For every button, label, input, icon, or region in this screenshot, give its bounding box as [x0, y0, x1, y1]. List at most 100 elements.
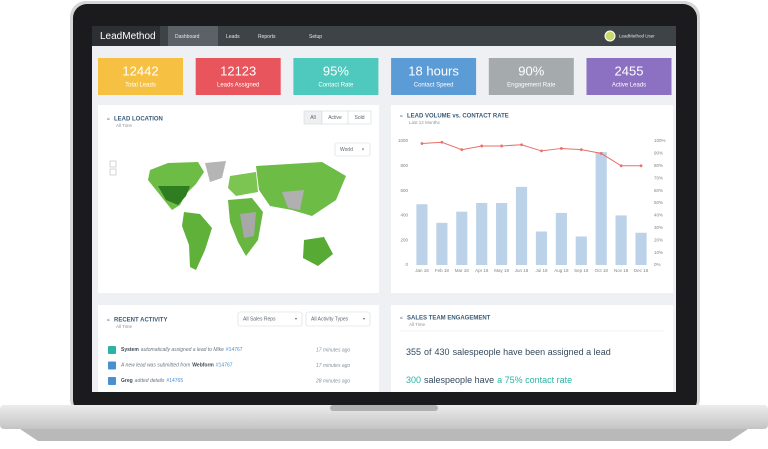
kpi-tile: [195, 58, 281, 95]
filter-button[interactable]: [347, 110, 372, 125]
bar: [535, 231, 548, 265]
activity-icon: [108, 346, 116, 354]
kpi-tile: [293, 58, 379, 95]
x-tick-label: Feb 18: [435, 268, 450, 273]
y2-tick-label: 40%: [654, 213, 663, 218]
activity-time: 17 minutes ago: [316, 363, 350, 369]
region[interactable]: World: [340, 147, 353, 153]
laptop-base: [0, 405, 768, 429]
bar: [575, 236, 587, 265]
line-point: [599, 152, 603, 155]
avatar[interactable]: [604, 30, 616, 42]
y-tick-label: 600: [400, 188, 408, 193]
x-tick-label: Aug 18: [554, 268, 569, 273]
icon: «: [400, 315, 403, 321]
region-shape: [228, 172, 258, 196]
kpi-value: 12442: [122, 63, 158, 78]
icon: «: [400, 113, 403, 119]
filter-label[interactable]: All: [310, 115, 316, 121]
y2-tick-label: 100%: [654, 138, 666, 143]
bar: [456, 211, 468, 265]
nav-active: [168, 26, 218, 46]
panel-title: SALES TEAM ENGAGEMENT: [407, 316, 491, 322]
line-point: [619, 164, 623, 168]
text: salespeople have: [424, 375, 494, 385]
engagement-line: 300 salespeople have a 75% contact rate: [406, 375, 572, 385]
line-point: [520, 143, 523, 147]
kpi-tile: [391, 58, 477, 95]
bar: [496, 203, 508, 265]
kpi-label: Contact Rate: [318, 83, 354, 89]
line-point: [639, 164, 643, 168]
world-map: [148, 161, 346, 270]
filter-label[interactable]: Sold: [354, 115, 364, 121]
panel-subtitle: All Time: [116, 324, 133, 329]
brand: LeadMethod: [100, 31, 156, 42]
activity-time: 28 minutes ago: [315, 378, 350, 384]
panel: [391, 105, 673, 293]
activity-text: Greg added details #14765: [121, 378, 183, 384]
y2-tick-label: 30%: [654, 225, 663, 230]
x-tick-label: Apr 18: [475, 268, 489, 273]
line-point: [440, 140, 444, 144]
activity-text: System automatically assigned a lead to M…: [121, 347, 243, 353]
activity-filter[interactable]: [237, 311, 303, 327]
bar: [416, 204, 428, 265]
x-tick-label: Oct 18: [595, 268, 609, 273]
y2-tick-label: 50%: [654, 200, 663, 205]
text: salespeople have been assigned a lead: [453, 347, 611, 357]
line-point: [460, 148, 464, 152]
nav-item[interactable]: Setup: [309, 34, 322, 40]
zoom-out[interactable]: [109, 168, 117, 176]
description: automatically assigned a lead to Mike: [141, 347, 224, 353]
icon: «: [107, 317, 110, 323]
nav-item[interactable]: Leads: [226, 34, 240, 40]
y-tick-label: 1000: [398, 138, 409, 143]
caret: ▾: [363, 316, 365, 321]
line-point: [579, 148, 583, 152]
region-shape: [182, 212, 212, 270]
nav-item[interactable]: Reports: [258, 34, 276, 40]
y2-tick-label: 10%: [654, 250, 663, 255]
reference[interactable]: #14767: [216, 363, 233, 369]
line: [421, 141, 642, 167]
region-shape: [303, 237, 333, 266]
filter-label[interactable]: Active: [328, 115, 342, 121]
caret: ▾: [362, 147, 364, 152]
y2-tick-label: 70%: [654, 175, 663, 180]
kpi-value: 12123: [220, 63, 256, 78]
x-tick-label: Mar 18: [455, 268, 470, 273]
total: 430: [435, 347, 450, 357]
line-point: [420, 142, 424, 145]
zoom-in[interactable]: [109, 160, 117, 168]
user-name[interactable]: LeadMethod User: [619, 34, 655, 39]
text: of: [424, 347, 432, 357]
bar: [555, 212, 567, 265]
nav-item[interactable]: Dashboard: [175, 34, 200, 40]
caret: ▾: [295, 316, 297, 321]
kpi-label: Active Leads: [612, 83, 646, 89]
region-shape: [240, 212, 256, 238]
panel: [98, 105, 379, 293]
activity-filter-label[interactable]: All Activity Types: [311, 316, 349, 322]
panel: [391, 305, 673, 392]
panel-title: RECENT ACTIVITY: [114, 318, 167, 324]
activity-filter-label[interactable]: All Sales Reps: [243, 316, 276, 322]
panel-title: LEAD LOCATION: [114, 117, 163, 123]
reference[interactable]: #14767: [226, 347, 243, 353]
activity-icon: [108, 361, 116, 370]
region-shape: [282, 190, 304, 210]
bar: [476, 203, 488, 265]
panel-subtitle: All Time: [409, 322, 426, 327]
x-tick-label: Jun 18: [515, 268, 529, 273]
line-point: [500, 144, 504, 148]
region-select[interactable]: [334, 142, 371, 157]
activity-filter[interactable]: [305, 311, 371, 327]
reference[interactable]: #14765: [166, 378, 183, 384]
kpi-tile: [488, 58, 574, 95]
rate: a 75% contact rate: [497, 375, 572, 385]
kpi-value: 2455: [615, 63, 644, 78]
y2-tick-label: 20%: [654, 237, 663, 242]
bar: [595, 152, 607, 265]
source: Webform: [192, 363, 214, 369]
